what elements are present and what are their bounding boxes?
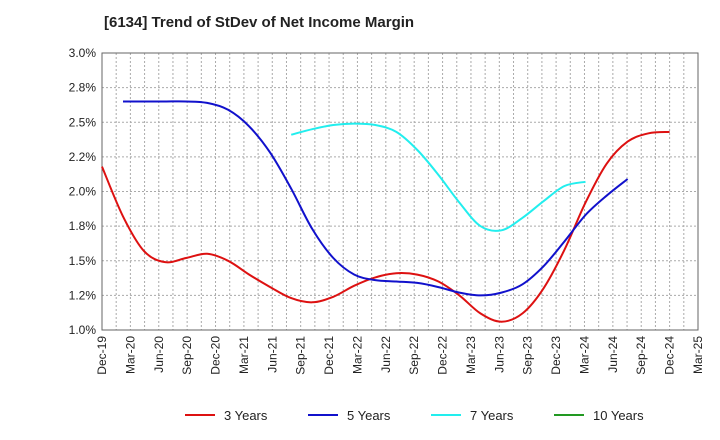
legend-label: 5 Years bbox=[347, 408, 391, 423]
y-tick-label: 1.2% bbox=[69, 288, 97, 302]
x-tick-label: Jun-23 bbox=[492, 336, 506, 373]
x-tick-label: Mar-25 bbox=[691, 336, 705, 374]
x-tick-label: Mar-23 bbox=[464, 336, 478, 374]
legend-label: 7 Years bbox=[470, 408, 514, 423]
x-tick-label: Dec-21 bbox=[322, 336, 336, 375]
x-tick-label: Mar-24 bbox=[577, 336, 591, 374]
series-line-3-years bbox=[101, 130, 670, 323]
x-tick-label: Dec-20 bbox=[209, 336, 223, 375]
x-tick-label: Sep-20 bbox=[180, 336, 194, 375]
series-line-5-years bbox=[123, 100, 629, 297]
x-tick-label: Jun-21 bbox=[265, 336, 279, 373]
x-tick-label: Jun-20 bbox=[152, 336, 166, 373]
y-tick-label: 3.0% bbox=[69, 46, 97, 60]
legend-label: 10 Years bbox=[593, 408, 644, 423]
x-tick-label: Dec-22 bbox=[436, 336, 450, 375]
y-tick-label: 1.8% bbox=[69, 219, 97, 233]
y-tick-label: 1.5% bbox=[69, 254, 97, 268]
series-line-7-years bbox=[290, 122, 586, 232]
y-tick-label: 2.5% bbox=[69, 115, 97, 129]
x-tick-label: Jun-24 bbox=[606, 336, 620, 373]
x-tick-label: Jun-22 bbox=[379, 336, 393, 373]
x-tick-label: Dec-23 bbox=[549, 336, 563, 375]
x-tick-label: Sep-24 bbox=[634, 336, 648, 375]
x-tick-label: Sep-22 bbox=[407, 336, 421, 375]
x-tick-label: Sep-21 bbox=[294, 336, 308, 375]
x-tick-label: Mar-22 bbox=[350, 336, 364, 374]
plot-border bbox=[101, 52, 699, 331]
y-tick-label: 2.0% bbox=[69, 185, 97, 199]
y-tick-label: 2.8% bbox=[69, 81, 97, 95]
y-tick-label: 1.0% bbox=[69, 323, 97, 337]
x-tick-label: Sep-23 bbox=[521, 336, 535, 375]
x-tick-label: Mar-21 bbox=[237, 336, 251, 374]
x-tick-label: Mar-20 bbox=[123, 336, 137, 374]
y-tick-label: 2.2% bbox=[69, 150, 97, 164]
x-tick-label: Dec-19 bbox=[95, 336, 109, 375]
legend-label: 3 Years bbox=[224, 408, 268, 423]
chart-title: [6134] Trend of StDev of Net Income Marg… bbox=[104, 14, 415, 31]
x-tick-label: Dec-24 bbox=[663, 336, 677, 375]
